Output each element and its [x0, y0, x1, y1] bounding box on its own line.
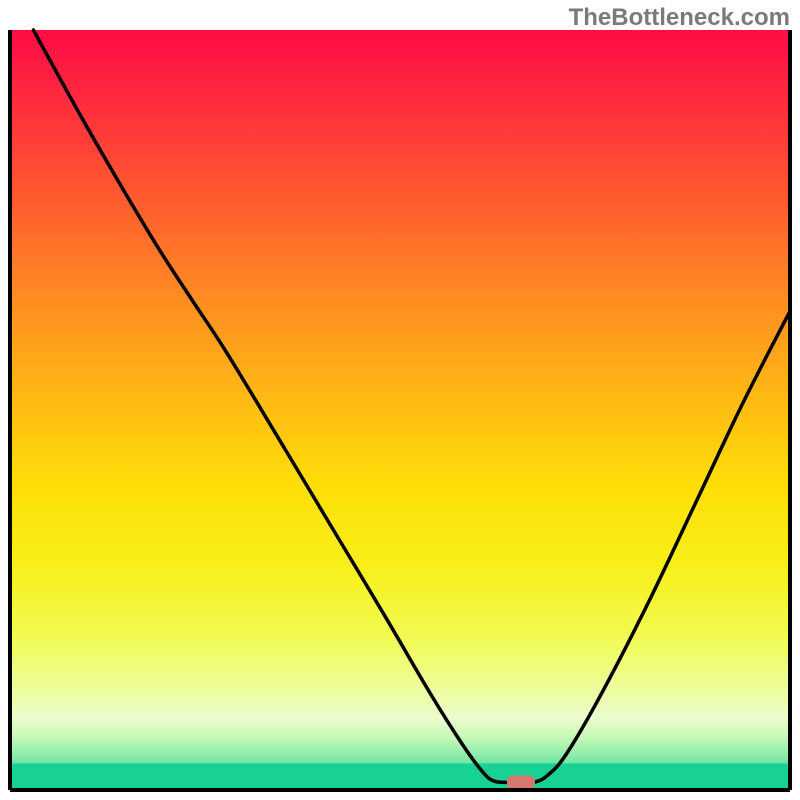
bottleneck-chart	[0, 0, 800, 800]
